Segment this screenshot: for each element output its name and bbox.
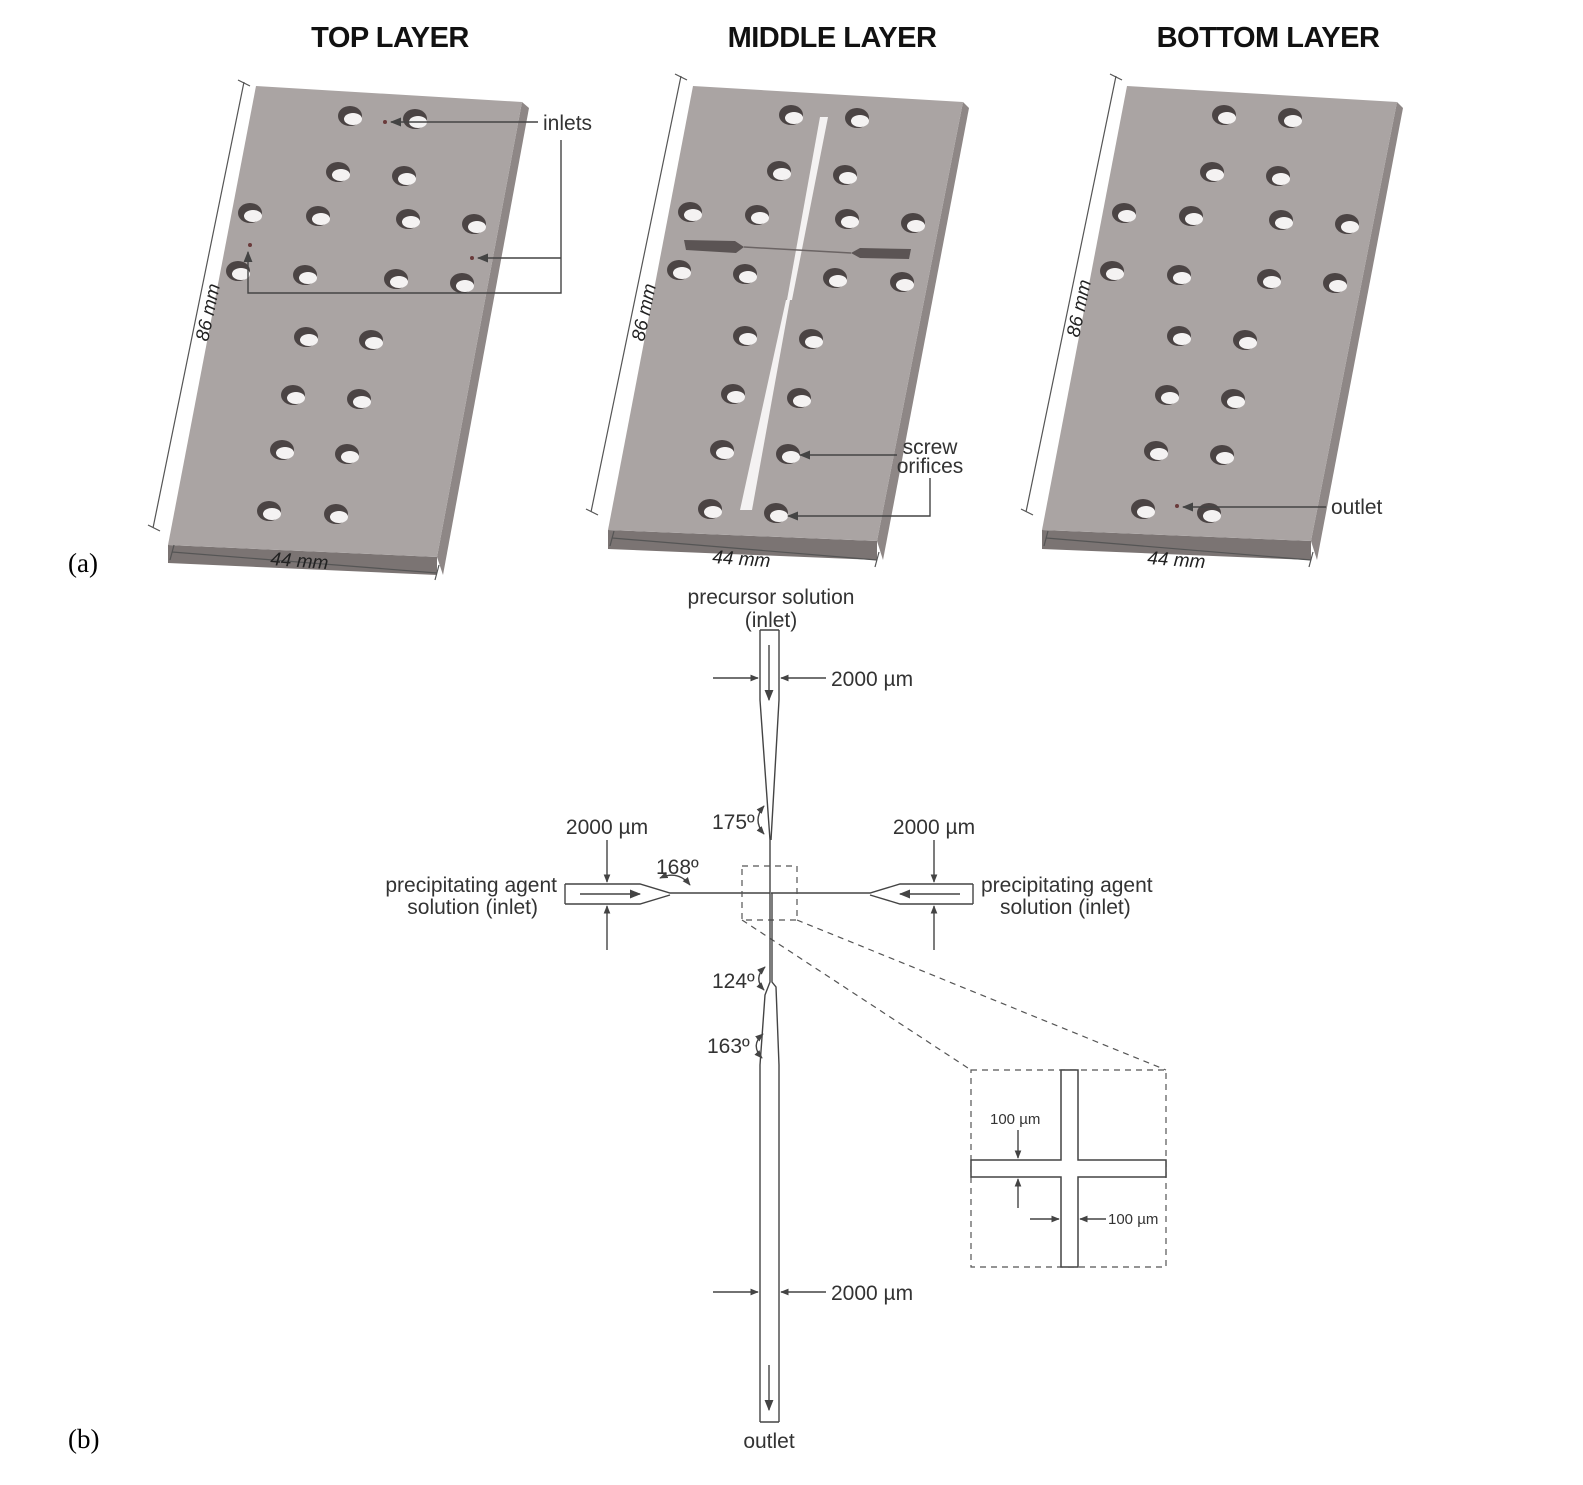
vertical-inlet-channel <box>759 629 780 893</box>
vertical-outlet-channel <box>759 893 780 1423</box>
panel-a: (a) TOP LAYER 86 mm 44 mm <box>68 22 1403 581</box>
horizontal-channel-right <box>771 883 974 905</box>
top-plate-side-edge <box>437 102 529 575</box>
outlet-label-b: outlet <box>743 1430 795 1453</box>
middle-screw-holes <box>667 105 925 523</box>
middle-layer-title: MIDDLE LAYER <box>728 22 937 54</box>
middle-plate-front-edge <box>608 530 877 560</box>
precip-right-label: precipitating agent <box>981 874 1153 897</box>
angle-175-label: 175º <box>712 811 755 834</box>
top-length-dimension <box>152 81 245 529</box>
width-bottom-label: 2000 µm <box>831 1282 913 1305</box>
bottom-screw-holes <box>1100 105 1359 523</box>
inlet-dot <box>470 256 474 260</box>
middle-channel-cut <box>684 117 911 510</box>
precursor-label: precursor solution <box>688 586 855 609</box>
top-layer: TOP LAYER 86 mm 44 mm <box>147 22 592 581</box>
top-width-dimension <box>171 551 438 574</box>
precip-left-label-2: solution (inlet) <box>407 896 538 919</box>
top-layer-title: TOP LAYER <box>311 22 469 54</box>
inset-width-b-label: 100 µm <box>1108 1211 1158 1228</box>
top-screw-holes <box>226 106 486 524</box>
width-left-label: 2000 µm <box>566 816 648 839</box>
screw-label: screw <box>903 436 959 459</box>
precip-left-label: precipitating agent <box>385 874 557 897</box>
zoom-inset: 100 µm 100 µm <box>970 1069 1167 1268</box>
precursor-label-inlet: (inlet) <box>745 609 798 632</box>
angle-163-label: 163º <box>707 1035 750 1058</box>
width-top-label: 2000 µm <box>831 668 913 691</box>
outlet-dot <box>1175 504 1179 508</box>
inlets-label: inlets <box>543 112 592 135</box>
bottom-plate-side-edge <box>1311 102 1403 560</box>
top-plate-surface <box>168 86 522 557</box>
panel-b-label: (b) <box>68 1424 99 1454</box>
angle-124-label: 124º <box>712 970 755 993</box>
bottom-plate-surface <box>1042 86 1397 541</box>
precip-right-label-2: solution (inlet) <box>1000 896 1131 919</box>
bottom-layer-title: BOTTOM LAYER <box>1157 22 1380 54</box>
width-right-label: 2000 µm <box>893 816 975 839</box>
panel-b: (b) precursor solution (inlet) 2000 µm 1… <box>68 586 1167 1454</box>
outlet-label: outlet <box>1331 496 1383 519</box>
angle-168-label: 168º <box>656 856 699 879</box>
orifices-label: orifices <box>897 455 964 478</box>
top-width-label: 44 mm <box>270 549 329 574</box>
inset-cross-channel <box>970 1069 1167 1268</box>
bottom-layer: BOTTOM LAYER 86 mm 44 mm <box>1020 22 1403 573</box>
middle-layer: MIDDLE LAYER 86 mm 44 mm <box>585 22 969 572</box>
panel-a-label: (a) <box>68 548 98 578</box>
inset-width-a-label: 100 µm <box>990 1111 1040 1128</box>
bottom-plate-front-edge <box>1042 530 1311 560</box>
middle-plate-side-edge <box>877 102 969 560</box>
inlet-dot <box>248 243 252 247</box>
inlet-dot <box>383 120 387 124</box>
middle-width-label: 44 mm <box>712 547 771 572</box>
horizontal-channel-left <box>564 883 770 905</box>
bottom-width-label: 44 mm <box>1147 548 1206 573</box>
